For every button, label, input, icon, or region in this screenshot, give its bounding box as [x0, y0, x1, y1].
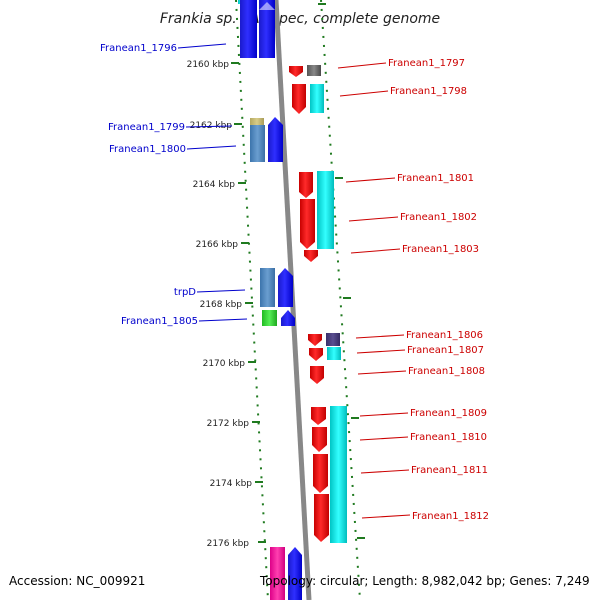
gene-feature-franean1-1807[interactable] — [309, 347, 341, 361]
gene-label-franean1-1797[interactable]: Franean1_1797 — [337, 58, 465, 69]
gene-label-franean1-1807[interactable]: Franean1_1807 — [356, 345, 484, 356]
svg-text:Franean1_1798: Franean1_1798 — [390, 86, 467, 97]
gene-label-franean1-1796[interactable]: Franean1_1796 — [100, 43, 227, 54]
svg-text:Franean1_1806: Franean1_1806 — [406, 330, 483, 341]
svg-text:Franean1_1799: Franean1_1799 — [108, 122, 185, 133]
gene-feature-franean1-1802[interactable] — [300, 199, 315, 249]
svg-text:Franean1_1811: Franean1_1811 — [411, 465, 488, 476]
gene-label-franean1-1809[interactable]: Franean1_1809 — [359, 408, 487, 419]
gene-label-franean1-1800[interactable]: Franean1_1800 — [109, 144, 237, 155]
scale-tick-label: 2160 kbp — [187, 60, 230, 70]
scale-tick: 2160 kbp — [187, 60, 239, 70]
gene-feature-cut-bottom-plus[interactable] — [270, 547, 302, 600]
gene-label-franean1-1803[interactable]: Franean1_1803 — [350, 244, 479, 255]
gene-label-franean1-1811[interactable]: Franean1_1811 — [360, 465, 488, 476]
scale-tick: 2176 kbp — [207, 539, 266, 549]
gene-feature-franean1-1808[interactable] — [310, 366, 324, 384]
gene-label-franean1-1806[interactable]: Franean1_1806 — [355, 330, 483, 341]
gene-label-franean1-1810[interactable]: Franean1_1810 — [359, 432, 487, 443]
gene-feature-franean1-1811[interactable] — [313, 454, 328, 493]
svg-text:trpD: trpD — [174, 287, 196, 298]
gene-label-franean1-1812[interactable]: Franean1_1812 — [361, 511, 489, 522]
scale-tick: 2164 kbp — [193, 180, 246, 190]
gene-feature-trpd[interactable] — [260, 268, 293, 307]
svg-text:Franean1_1800: Franean1_1800 — [109, 144, 186, 155]
svg-text:Franean1_1805: Franean1_1805 — [121, 316, 198, 327]
gene-feature-franean1-1800[interactable] — [250, 117, 283, 162]
minus-labels: Franean1_1797 Franean1_1798 Franean1_180… — [337, 58, 489, 522]
scale-tick-label: 2176 kbp — [207, 539, 250, 549]
gene-feature-franean1-1805[interactable] — [262, 310, 295, 326]
gene-label-franean1-1798[interactable]: Franean1_1798 — [339, 86, 467, 97]
gene-feature-franean1-1810[interactable] — [312, 427, 327, 452]
map-title: Frankia sp. EAN1pec, complete genome — [160, 11, 440, 27]
svg-text:Franean1_1802: Franean1_1802 — [400, 212, 477, 223]
scale-tick-label: 2174 kbp — [210, 479, 253, 489]
topology-text: Topology: circular; Length: 8,982,042 bp… — [260, 574, 590, 588]
svg-text:Franean1_1808: Franean1_1808 — [408, 366, 485, 377]
minus-track-outline — [320, 0, 361, 601]
accession-text: Accession: NC_009921 — [9, 574, 146, 588]
scale-tick: 2174 kbp — [210, 479, 263, 489]
gene-feature-franean1-1812[interactable] — [314, 494, 329, 542]
scale-tick-label: 2166 kbp — [196, 240, 239, 250]
svg-text:Franean1_1801: Franean1_1801 — [397, 173, 474, 184]
svg-text:Franean1_1810: Franean1_1810 — [410, 432, 487, 443]
scale-tick-label: 2170 kbp — [203, 359, 246, 369]
gene-label-franean1-1801[interactable]: Franean1_1801 — [345, 173, 474, 184]
gene-feature-franean1-1798[interactable] — [292, 84, 324, 114]
scale-tick: 2168 kbp — [200, 300, 253, 310]
svg-text:Franean1_1797: Franean1_1797 — [388, 58, 465, 69]
scale-tick: 2166 kbp — [196, 240, 249, 250]
gene-feature-franean1-1797[interactable] — [289, 65, 321, 77]
gene-label-franean1-1802[interactable]: Franean1_1802 — [348, 212, 477, 223]
scale-tick-label: 2172 kbp — [207, 419, 250, 429]
svg-text:Franean1_1807: Franean1_1807 — [407, 345, 484, 356]
svg-text:Franean1_1803: Franean1_1803 — [402, 244, 479, 255]
svg-text:Franean1_1796: Franean1_1796 — [100, 43, 177, 54]
svg-text:Franean1_1812: Franean1_1812 — [412, 511, 489, 522]
svg-text:Franean1_1809: Franean1_1809 — [410, 408, 487, 419]
gene-label-franean1-1805[interactable]: Franean1_1805 — [121, 316, 248, 327]
gene-label-franean1-1808[interactable]: Franean1_1808 — [357, 366, 485, 377]
gene-feature-franean1-1809[interactable] — [311, 406, 347, 543]
gene-feature-franean1-1796[interactable] — [240, 0, 275, 58]
minus-track-ticks — [318, 3, 365, 539]
scale-tick-label: 2168 kbp — [200, 300, 243, 310]
gene-feature-franean1-1806[interactable] — [308, 333, 340, 346]
plus-track-outline — [235, 0, 269, 601]
scale-tick-label: 2164 kbp — [193, 180, 236, 190]
gene-label-franean1-1799[interactable]: Franean1_1799 — [108, 122, 233, 133]
gene-feature-franean1-1799[interactable] — [250, 118, 264, 125]
scale-tick: 2170 kbp — [203, 359, 256, 369]
gene-feature-franean1-1803[interactable] — [304, 250, 318, 262]
plus-labels: Franean1_1796 Franean1_1799 Franean1_180… — [100, 43, 248, 327]
gene-feature-franean1-1801[interactable] — [299, 171, 334, 249]
gene-label-trpd[interactable]: trpD — [174, 287, 246, 298]
scale-tick: 2172 kbp — [207, 419, 260, 429]
